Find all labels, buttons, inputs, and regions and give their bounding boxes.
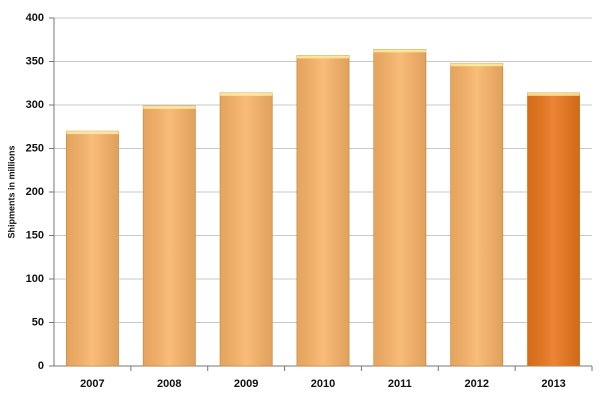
bar-cap — [220, 92, 273, 96]
bar-shade — [527, 92, 580, 366]
y-tick-label: 300 — [26, 99, 44, 111]
bar-group — [450, 62, 504, 367]
x-tick-label: 2010 — [311, 378, 335, 390]
bar-group — [65, 130, 119, 367]
bar-shade — [450, 63, 503, 367]
y-tick-label: 400 — [26, 12, 44, 24]
bar-cap — [450, 63, 503, 67]
bar-cap — [66, 131, 119, 135]
bar-group — [527, 92, 581, 367]
bar-cap — [143, 105, 196, 109]
y-axis-label: Shipments in millions — [6, 145, 16, 238]
bar-shade — [66, 131, 119, 366]
y-tick-label: 150 — [26, 229, 44, 241]
bar-shade — [143, 105, 196, 367]
bar-cap — [296, 55, 350, 59]
x-tick-label: 2008 — [157, 378, 181, 390]
y-tick-label: 0 — [38, 360, 44, 372]
bar-group — [142, 105, 196, 367]
x-tick-label: 2009 — [234, 378, 258, 390]
x-tick-label: 2013 — [541, 378, 565, 390]
bar-cap — [373, 49, 426, 53]
bar-shade — [373, 49, 426, 366]
x-tick-label: 2012 — [464, 378, 488, 390]
bar-cap — [527, 92, 580, 96]
y-tick-label: 350 — [26, 55, 44, 67]
bar-group — [219, 92, 273, 367]
bar-shade — [220, 92, 273, 366]
y-tick-label: 50 — [32, 316, 44, 328]
bar-shade — [296, 55, 350, 366]
y-tick-label: 100 — [26, 273, 44, 285]
y-tick-label: 250 — [26, 142, 44, 154]
bar-group — [296, 55, 350, 367]
bar-group — [373, 49, 427, 367]
x-tick-label: 2011 — [388, 378, 412, 390]
x-tick-label: 2007 — [80, 378, 104, 390]
y-tick-label: 200 — [26, 186, 44, 198]
